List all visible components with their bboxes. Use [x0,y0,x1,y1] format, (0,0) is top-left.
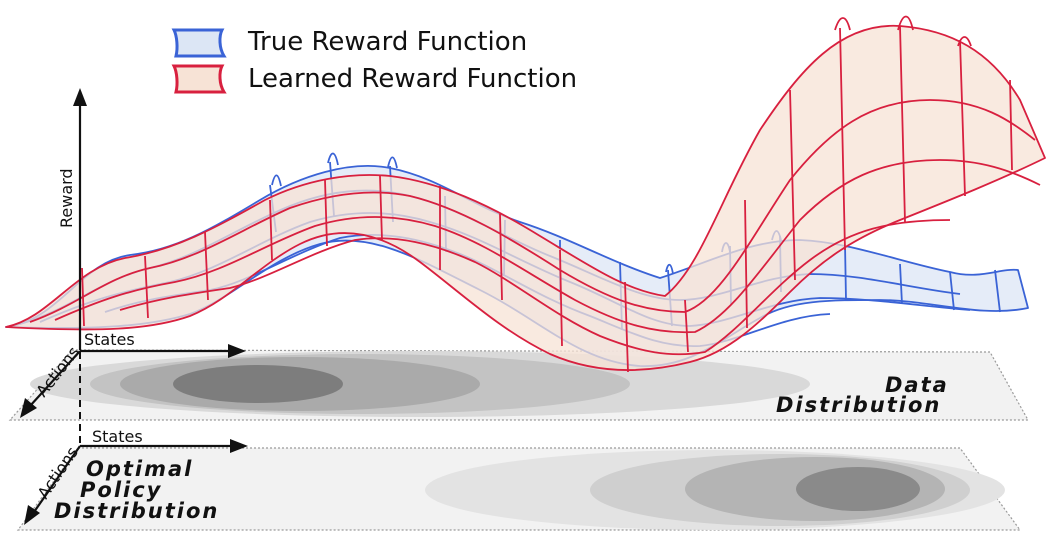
policy-distribution-label-line1: Optimal [86,457,193,481]
states-axis-lower-arrowhead [230,439,248,453]
learned-surface-crosslines [81,25,1013,373]
data-distribution-label-line2: Distribution [776,393,941,417]
actions-axis-upper-arrowhead [20,398,37,418]
data-distribution-plane [8,349,1030,421]
learned-surface-outline [5,25,1046,371]
states-axis-lower-label: States [92,427,143,446]
states-axis-upper-arrowhead [228,344,246,358]
reward-axis-label: Reward [57,168,76,228]
actions-axis-upper-line [29,350,81,407]
data-contour-core [173,365,343,403]
policy-distribution-label-line3: Distribution [54,499,219,523]
learned-surface-stream-2 [54,159,1041,334]
legend-label-true: True Reward Function [247,27,527,57]
legend-swatch-true [171,28,227,58]
legend-label-learned: Learned Reward Function [248,64,577,94]
legend-swatch-learned [171,64,227,94]
learned-reward-surface [5,15,1046,373]
states-axis-upper-label: States [84,330,135,349]
actions-axis-lower-line [33,445,81,513]
reward-axis-arrowhead [73,88,87,106]
true-surface-peaks [271,152,782,275]
data-distribution-label-line1: Data [885,373,949,397]
learned-surface-peaks [834,15,972,47]
policy-distribution-label-line2: Policy [80,478,162,502]
actions-axis-lower-arrowhead [24,505,40,525]
policy-distribution-plane [16,447,1022,531]
learned-surface-stream-3 [119,219,951,356]
policy-contour-core [796,467,920,511]
legend: True Reward Function Learned Reward Func… [171,27,577,94]
axes [20,88,248,525]
